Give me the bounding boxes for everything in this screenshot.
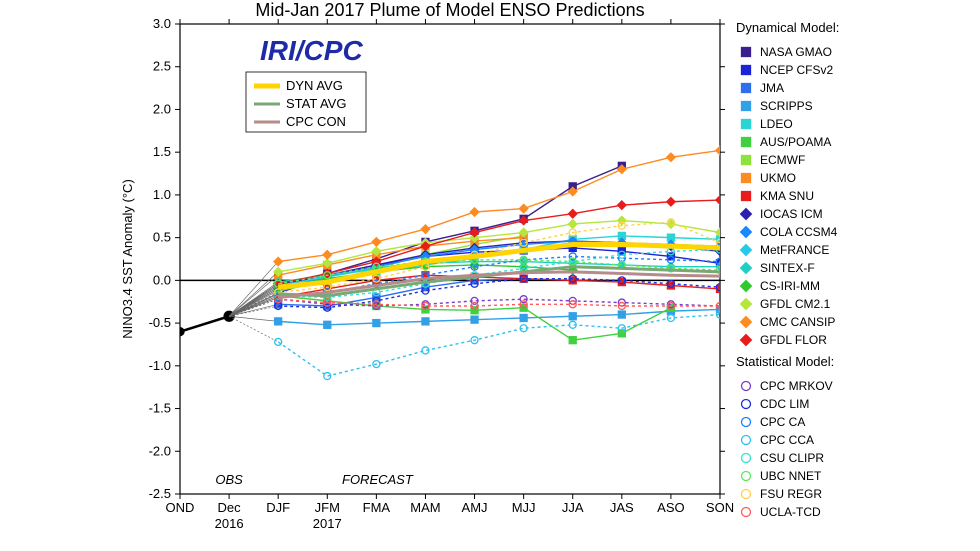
legend-item: NASA GMAO bbox=[742, 45, 833, 59]
legend-dyn-title: Dynamical Model: bbox=[736, 20, 839, 35]
x-tick-label: JAS bbox=[610, 500, 634, 515]
legend-item-label: CMC CANSIP bbox=[760, 315, 835, 329]
legend-item: CPC CCA bbox=[742, 433, 815, 447]
legend-item-label: AUS/POAMA bbox=[760, 135, 831, 149]
y-axis-label: NINO3.4 SST Anomaly (°C) bbox=[120, 179, 135, 339]
series-group bbox=[176, 146, 724, 379]
legend-item-label: UBC NNET bbox=[760, 469, 822, 483]
chart-title: Mid-Jan 2017 Plume of Model ENSO Predict… bbox=[255, 0, 644, 20]
chart-svg: Mid-Jan 2017 Plume of Model ENSO Predict… bbox=[0, 0, 980, 551]
legend-item-label: UKMO bbox=[760, 171, 796, 185]
legend-item: CS-IRI-MM bbox=[741, 279, 820, 293]
obs-line bbox=[180, 316, 229, 331]
legend-item: UBC NNET bbox=[742, 469, 823, 483]
y-tick-label: -0.5 bbox=[149, 315, 171, 330]
legend-item-label: NCEP CFSv2 bbox=[760, 63, 833, 77]
avg-legend-label: STAT AVG bbox=[286, 96, 346, 111]
legend-item: CPC MRKOV bbox=[742, 379, 833, 393]
legend-item-label: SCRIPPS bbox=[760, 99, 813, 113]
legend-item-label: UCLA-TCD bbox=[760, 505, 821, 519]
legend-item-label: CPC MRKOV bbox=[760, 379, 833, 393]
legend-item-label: ECMWF bbox=[760, 153, 805, 167]
legend-item: NCEP CFSv2 bbox=[742, 63, 834, 77]
legend-stat-title: Statistical Model: bbox=[736, 354, 834, 369]
y-tick-label: 0.5 bbox=[153, 230, 171, 245]
legend-item: COLA CCSM4 bbox=[741, 225, 838, 239]
x-tick-label: JFM bbox=[315, 500, 340, 515]
legend-item-label: JMA bbox=[760, 81, 784, 95]
legend-item: UCLA-TCD bbox=[742, 505, 822, 519]
legend-item-label: CPC CA bbox=[760, 415, 805, 429]
legend-item-label: MetFRANCE bbox=[760, 243, 829, 257]
y-tick-label: -2.0 bbox=[149, 443, 171, 458]
y-tick-label: 2.5 bbox=[153, 59, 171, 74]
legend-item-label: IOCAS ICM bbox=[760, 207, 823, 221]
legend-item-label: CSU CLIPR bbox=[760, 451, 824, 465]
legend-item: JMA bbox=[742, 81, 785, 95]
y-tick-label: 0.0 bbox=[153, 272, 171, 287]
legend-item-label: LDEO bbox=[760, 117, 793, 131]
legend-item-label: KMA SNU bbox=[760, 189, 814, 203]
legend-item-label: CPC CCA bbox=[760, 433, 814, 447]
legend-item: CDC LIM bbox=[742, 397, 810, 411]
legend-item: SINTEX-F bbox=[741, 261, 815, 275]
legend-item: SCRIPPS bbox=[742, 99, 813, 113]
x-tick-label: DJF bbox=[266, 500, 290, 515]
legend-item-label: NASA GMAO bbox=[760, 45, 832, 59]
legend-item-label: CS-IRI-MM bbox=[760, 279, 820, 293]
legend-item: KMA SNU bbox=[742, 189, 815, 203]
legend-item-label: COLA CCSM4 bbox=[760, 225, 838, 239]
x-tick-label: JJA bbox=[562, 500, 584, 515]
x-tick-label: AMJ bbox=[462, 500, 488, 515]
x-tick-label: MJJ bbox=[512, 500, 536, 515]
legend-item-label: GFDL FLOR bbox=[760, 333, 827, 347]
y-tick-label: 2.0 bbox=[153, 101, 171, 116]
x-tick-label: OND bbox=[166, 500, 195, 515]
y-tick-label: 1.5 bbox=[153, 144, 171, 159]
avg-legend-label: DYN AVG bbox=[286, 78, 343, 93]
y-tick-label: -1.0 bbox=[149, 358, 171, 373]
x-sub-label: 2016 bbox=[215, 516, 244, 531]
legend-item-label: GFDL CM2.1 bbox=[760, 297, 831, 311]
obs-label: OBS bbox=[215, 472, 243, 487]
x-tick-label: SON bbox=[706, 500, 734, 515]
y-tick-label: -1.5 bbox=[149, 401, 171, 416]
legend-item: CPC CA bbox=[742, 415, 806, 429]
x-tick-label: MAM bbox=[410, 500, 440, 515]
y-tick-label: -2.5 bbox=[149, 486, 171, 501]
legend-item-label: SINTEX-F bbox=[760, 261, 815, 275]
avg-legend-label: CPC CON bbox=[286, 114, 346, 129]
legend-item: AUS/POAMA bbox=[742, 135, 832, 149]
legend-item: IOCAS ICM bbox=[741, 207, 823, 221]
forecast-label: FORECAST bbox=[342, 472, 414, 487]
y-tick-label: 1.0 bbox=[153, 187, 171, 202]
legend-item-label: CDC LIM bbox=[760, 397, 809, 411]
x-tick-label: FMA bbox=[363, 500, 391, 515]
legend-item: CMC CANSIP bbox=[741, 315, 836, 329]
y-tick-label: 3.0 bbox=[153, 16, 171, 31]
legend-item: ECMWF bbox=[742, 153, 806, 167]
x-sub-label: 2017 bbox=[313, 516, 342, 531]
legend-item: UKMO bbox=[742, 171, 797, 185]
iri-cpc-logo: IRI/CPC bbox=[260, 35, 363, 66]
enso-plume-chart: Mid-Jan 2017 Plume of Model ENSO Predict… bbox=[0, 0, 980, 551]
legend-item: LDEO bbox=[742, 117, 793, 131]
legend-item: CSU CLIPR bbox=[742, 451, 825, 465]
legend-item: GFDL CM2.1 bbox=[741, 297, 831, 311]
legend-item: FSU REGR bbox=[742, 487, 823, 501]
legend-item-label: FSU REGR bbox=[760, 487, 822, 501]
legend-item: MetFRANCE bbox=[741, 243, 830, 257]
x-tick-label: Dec bbox=[218, 500, 242, 515]
legend-item: GFDL FLOR bbox=[741, 333, 828, 347]
x-tick-label: ASO bbox=[657, 500, 684, 515]
